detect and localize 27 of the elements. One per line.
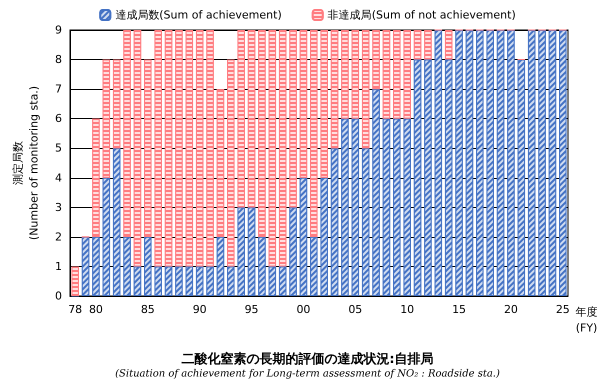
y-tick-label: 9 xyxy=(55,24,62,36)
y-tick-label: 5 xyxy=(55,142,62,155)
y-tick-label: 3 xyxy=(55,200,62,214)
y-tick-label: 1 xyxy=(55,260,62,273)
x-tick-label: 25 xyxy=(556,303,570,316)
y-tick-label: 4 xyxy=(55,171,62,184)
y-tick-label: 6 xyxy=(55,112,62,126)
x-axis-title: 年度 (FY) xyxy=(576,306,598,334)
legend-label: 非達成局(Sum of not achievement) xyxy=(328,8,516,22)
y-tick-label: 8 xyxy=(55,53,62,66)
text: (Situation of achievement for Long-term assessment of NO₂ : Roadside sta.) xyxy=(115,368,500,380)
y-tick-label: 0 xyxy=(55,290,62,302)
x-tick-label: 15 xyxy=(452,303,466,316)
x-tick-label: 80 xyxy=(88,303,103,316)
y-tick-label: 7 xyxy=(55,82,62,96)
x-tick-label: 95 xyxy=(244,303,259,316)
y-axis-title: 測定局数 (Number of monitoring sta.) xyxy=(12,86,40,240)
legend-label: 達成局数(Sum of achievement) xyxy=(115,8,282,22)
text: 二酸化窒素の長期的評価の達成状況:自排局 xyxy=(181,351,434,367)
x-tick-label: 10 xyxy=(400,303,414,316)
x-tick-label: 78 xyxy=(68,303,82,316)
x-tick-label: 05 xyxy=(348,303,362,316)
x-tick-label: 85 xyxy=(140,303,155,316)
x-tick-label: 00 xyxy=(296,303,310,316)
x-tick-label: 90 xyxy=(192,303,207,316)
x-tick-label: 20 xyxy=(504,303,518,316)
y-tick-label: 2 xyxy=(55,230,62,244)
